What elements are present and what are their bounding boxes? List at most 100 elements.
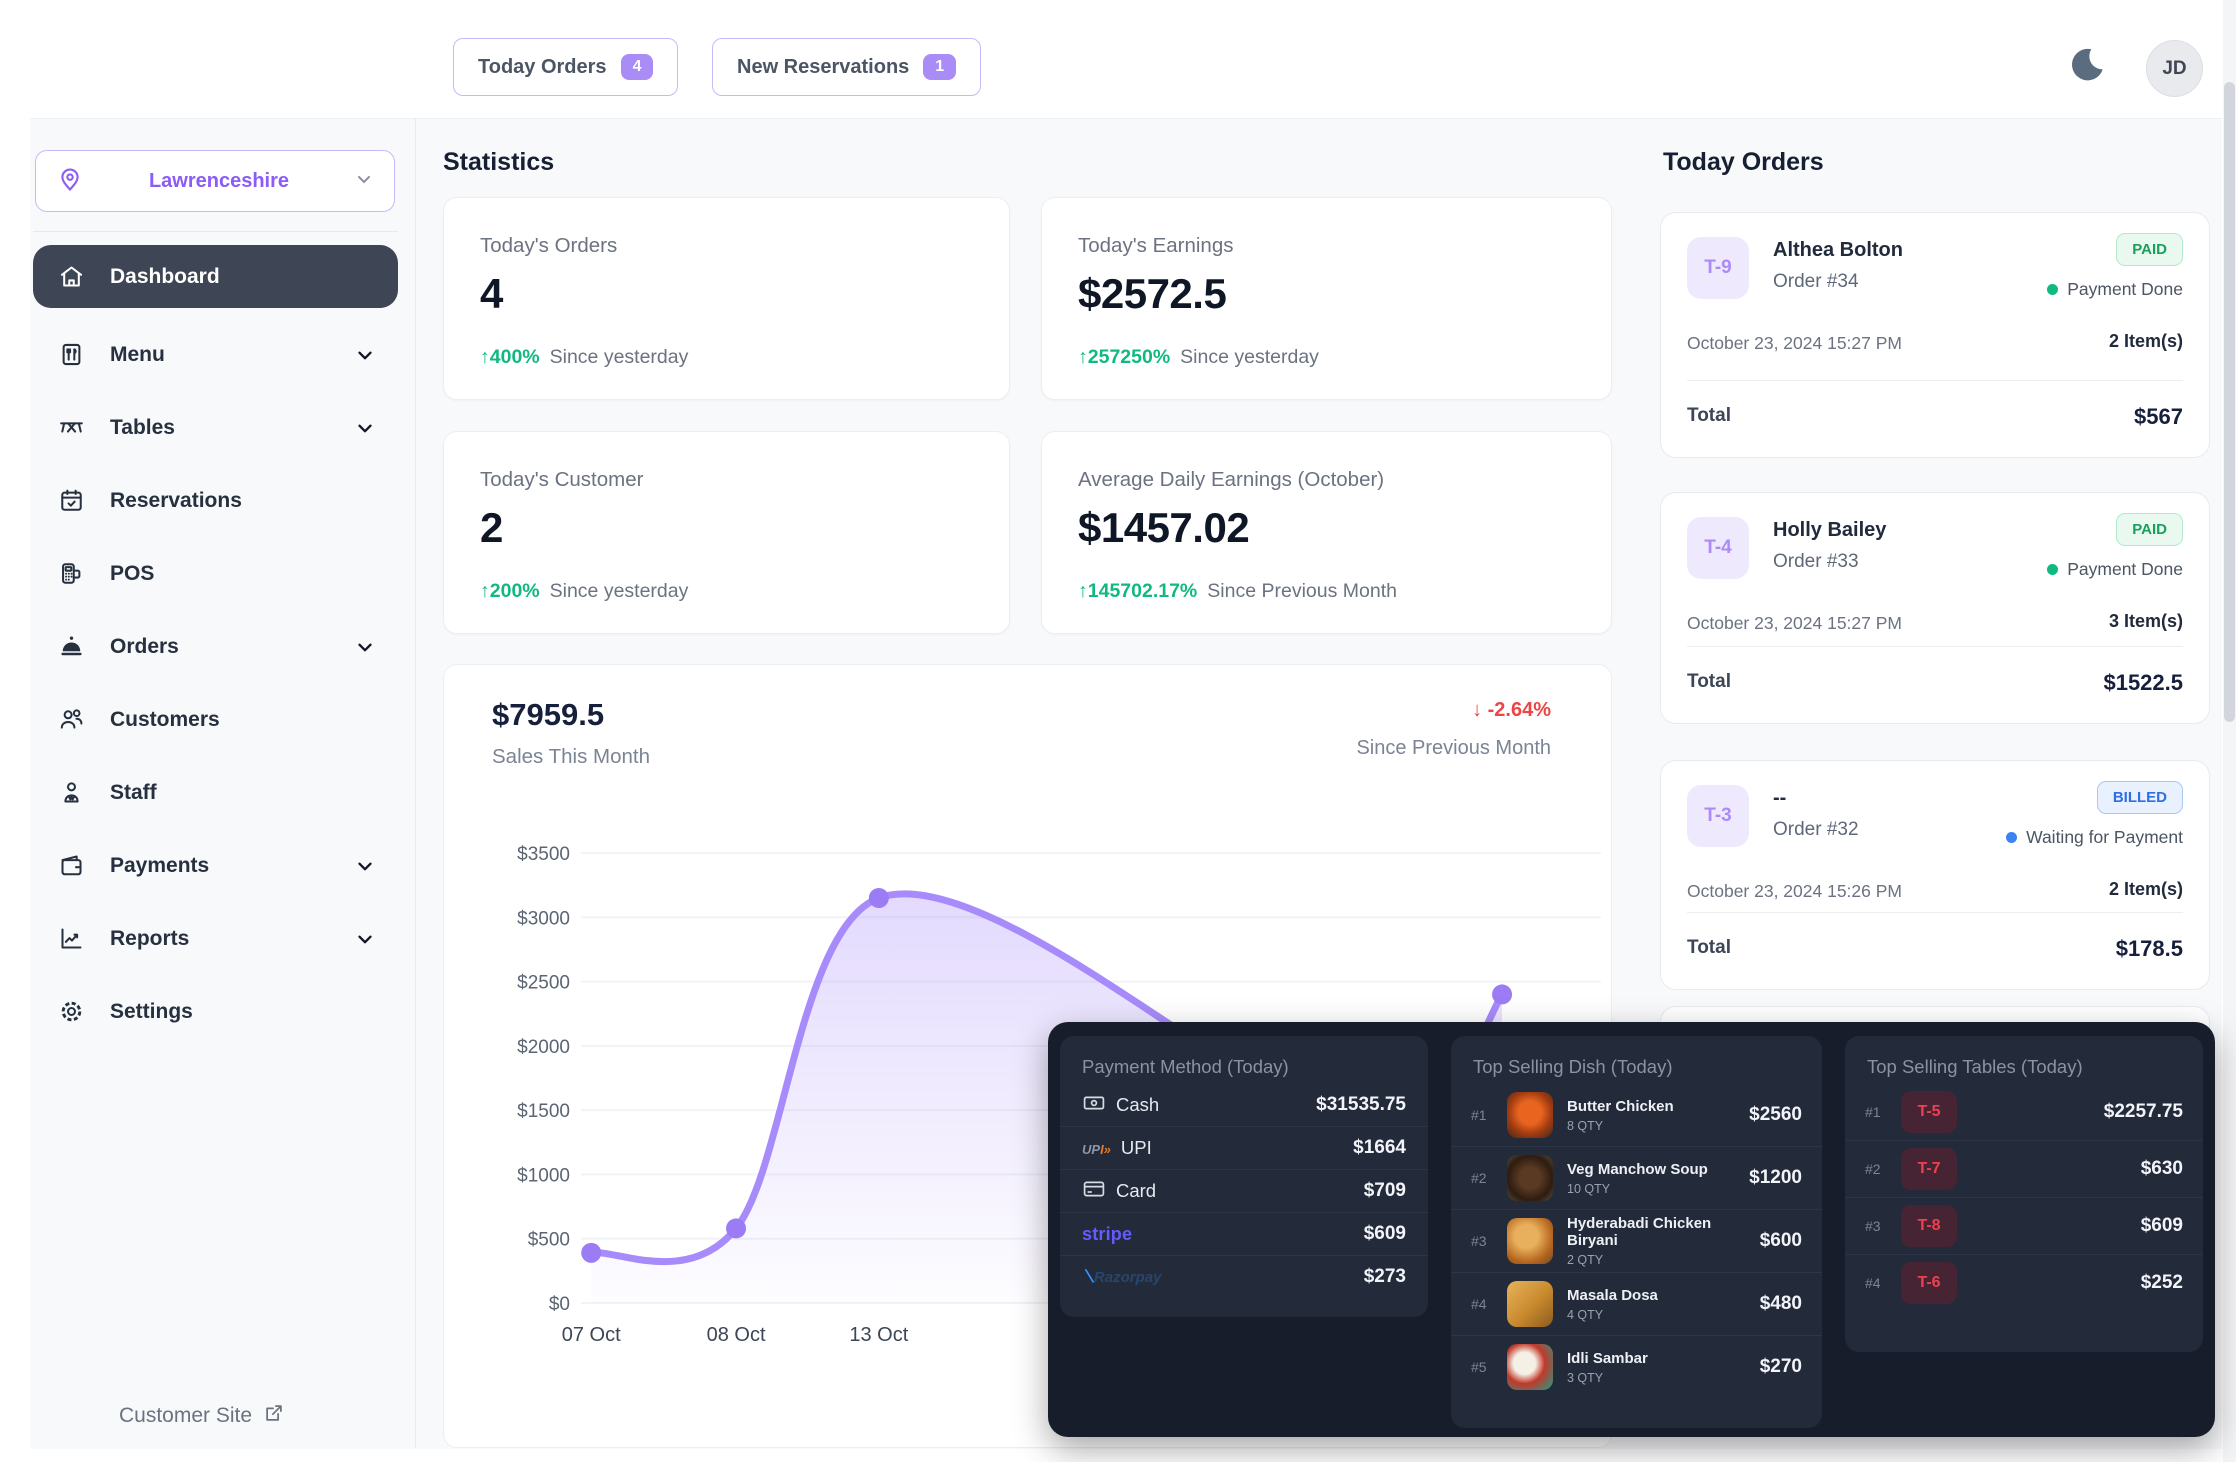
table-row-t-8: #3 T-8 $609 xyxy=(1845,1197,2203,1254)
order-number: Order #34 xyxy=(1773,271,1859,292)
stat-card-delta: ↑145702.17% Since Previous Month xyxy=(1078,580,1397,603)
dish-photo xyxy=(1507,1092,1553,1138)
statistics-grid: Today's Orders 4 ↑400% Since yesterday Today… xyxy=(443,197,1612,634)
payment-method-label: stripe xyxy=(1082,1224,1132,1245)
scrollbar-thumb[interactable] xyxy=(2224,82,2235,722)
dish-name: Masala Dosa xyxy=(1567,1286,1658,1304)
table-badge: T-8 xyxy=(1901,1205,1957,1247)
payment-method-label: Cash xyxy=(1082,1091,1159,1120)
sidebar-item-label: Reservations xyxy=(110,488,242,512)
status-dot-icon xyxy=(2047,284,2059,295)
payment-method-label: UPI» UPI xyxy=(1082,1137,1152,1159)
dish-photo xyxy=(1507,1155,1553,1201)
users-icon xyxy=(56,705,86,735)
payment-method-amount: $273 xyxy=(1363,1266,1406,1287)
sidebar-item-dashboard[interactable]: Dashboard xyxy=(33,245,398,308)
table-amount: $2257.75 xyxy=(2103,1101,2183,1122)
delta-period: Since yesterday xyxy=(1180,346,1319,368)
sidebar-item-reports[interactable]: Reports xyxy=(33,902,398,975)
payment-method-amount: $709 xyxy=(1363,1180,1406,1201)
dish-rank: #5 xyxy=(1471,1359,1487,1375)
payment-method-amount: $1664 xyxy=(1353,1137,1406,1158)
y-axis-tick: $500 xyxy=(528,1230,570,1251)
delta-period: Since Previous Month xyxy=(1207,580,1397,602)
payment-method-amount: $31535.75 xyxy=(1316,1094,1406,1115)
data-point-dot xyxy=(726,1218,747,1239)
customer-site-link[interactable]: Customer Site xyxy=(119,1402,285,1430)
sidebar-item-staff[interactable]: Staff xyxy=(33,756,398,829)
dish-row-butter-chicken: #1 Butter Chicken 8 QTY $2560 xyxy=(1451,1084,1822,1146)
dish-photo xyxy=(1507,1218,1553,1264)
sidebar-item-payments[interactable]: Payments xyxy=(33,829,398,902)
external-link-icon xyxy=(263,1402,285,1430)
sidebar-item-menu[interactable]: Menu xyxy=(33,318,398,391)
table-amount: $252 xyxy=(2140,1272,2183,1293)
sales-delta-note: Since Previous Month xyxy=(1356,737,1551,759)
dish-amount: $1200 xyxy=(1749,1167,1802,1188)
payment-status: Payment Done xyxy=(2047,279,2183,300)
table-badge: T-7 xyxy=(1901,1148,1957,1190)
table-badge: T-6 xyxy=(1901,1262,1957,1304)
y-axis-tick: $2000 xyxy=(517,1037,570,1058)
dish-name: Veg Manchow Soup xyxy=(1567,1160,1708,1178)
stat-card-value: 4 xyxy=(480,270,503,317)
user-avatar[interactable]: JD xyxy=(2146,40,2203,97)
sidebar-item-pos[interactable]: POS xyxy=(33,537,398,610)
order-items-count: 3 Item(s) xyxy=(2108,611,2183,631)
new-reservations-button[interactable]: New Reservations 1 xyxy=(712,38,982,96)
chevron-down-icon xyxy=(354,169,374,194)
dish-photo xyxy=(1507,1344,1553,1390)
dish-info: Hyderabadi Chicken Biryani 2 QTY xyxy=(1567,1215,1760,1267)
status-dot-icon xyxy=(2006,832,2018,843)
dish-amount: $270 xyxy=(1759,1356,1802,1377)
x-axis-tick: 07 Oct xyxy=(562,1324,621,1346)
sidebar-item-reservations[interactable]: Reservations xyxy=(33,464,398,537)
top-tables-title: Top Selling Tables (Today) xyxy=(1867,1056,2083,1077)
stat-card-delta: ↑400% Since yesterday xyxy=(480,346,688,369)
sidebar-divider xyxy=(415,118,416,1448)
dark-mode-toggle[interactable] xyxy=(2062,42,2112,92)
order-card[interactable]: T-9 Althea Bolton Order #34 PAID Payment Don… xyxy=(1660,212,2210,458)
sidebar-item-settings[interactable]: Settings xyxy=(33,975,398,1048)
sales-subtitle: Sales This Month xyxy=(492,745,651,768)
payment-status-label: Payment Done xyxy=(2067,279,2183,299)
x-axis-tick: 08 Oct xyxy=(707,1324,766,1346)
payment-status-label: Waiting for Payment xyxy=(2026,827,2183,847)
table-rank: #3 xyxy=(1865,1218,1881,1234)
order-items-count: 2 Item(s) xyxy=(2108,879,2183,899)
payment-method-row: UPI» UPI $1664 xyxy=(1060,1126,1428,1169)
new-reservations-count-badge: 1 xyxy=(923,54,957,80)
data-point-dot xyxy=(581,1242,602,1263)
payment-method-amount: $609 xyxy=(1363,1223,1406,1244)
stat-card-label: Today's Orders xyxy=(480,234,618,257)
stat-card-delta: ↑257250% Since yesterday xyxy=(1078,346,1319,369)
sidebar-item-label: Settings xyxy=(110,999,193,1023)
order-card[interactable]: T-4 Holly Bailey Order #33 PAID Payment Done… xyxy=(1660,492,2210,724)
total-label: Total xyxy=(1687,937,1731,958)
stat-card-today-s-earnings: Today's Earnings $2572.5 ↑257250% Since yes… xyxy=(1041,197,1612,400)
order-card[interactable]: T-3 -- Order #32 BILLED Waiting for Payment O… xyxy=(1660,760,2210,990)
stat-card-average-daily-earnings-october-: Average Daily Earnings (October) $1457.02… xyxy=(1041,431,1612,634)
order-date: October 23, 2024 15:27 PM xyxy=(1687,613,1902,633)
sidebar-item-label: Dashboard xyxy=(110,264,220,288)
top-dishes-panel: Top Selling Dish (Today) #1 Butter Chicke… xyxy=(1451,1036,1822,1428)
delta-period: Since yesterday xyxy=(549,346,689,368)
sidebar-item-orders[interactable]: Orders xyxy=(33,610,398,683)
today-orders-button[interactable]: Today Orders 4 xyxy=(453,38,679,96)
payment-method-row: Card $709 xyxy=(1060,1169,1428,1212)
customer-name: Holly Bailey xyxy=(1773,519,1887,541)
order-date: October 23, 2024 15:27 PM xyxy=(1687,333,1902,353)
sidebar-item-customers[interactable]: Customers xyxy=(33,683,398,756)
total-value: $1522.5 xyxy=(2103,670,2183,695)
payment-method-rows: Cash $31535.75 UPI» UPI $1664 Card $709 stripe $… xyxy=(1060,1084,1428,1298)
calendar-check-icon xyxy=(56,486,86,516)
today-orders-button-label: Today Orders xyxy=(478,55,607,78)
sidebar-item-tables[interactable]: Tables xyxy=(33,391,398,464)
menu-book-icon xyxy=(56,340,86,370)
total-value: $178.5 xyxy=(2115,936,2183,961)
stat-card-value: $1457.02 xyxy=(1078,504,1250,551)
wallet-icon xyxy=(56,851,86,881)
sidebar-item-label: Reports xyxy=(110,926,190,950)
location-selector[interactable]: Lawrenceshire xyxy=(35,150,395,212)
